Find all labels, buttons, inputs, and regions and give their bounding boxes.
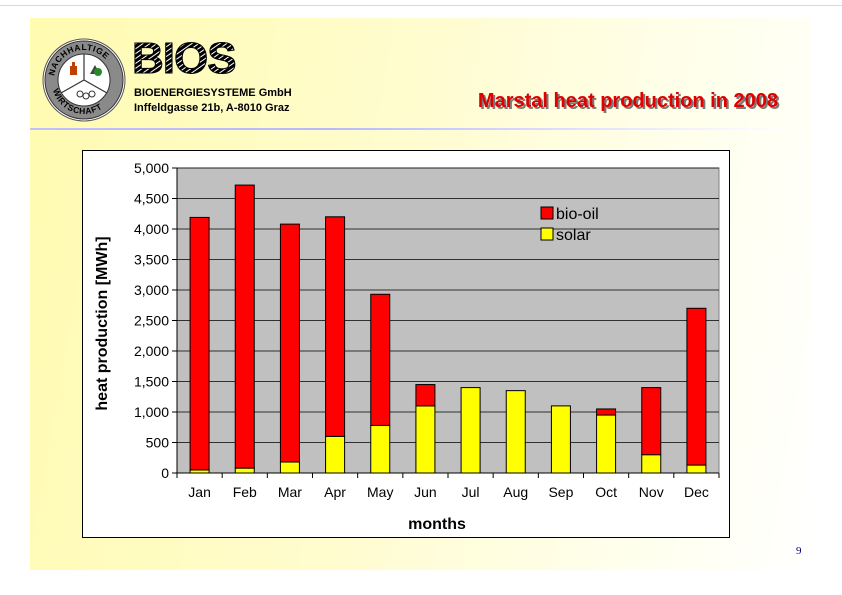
x-tick-label: Jan bbox=[188, 484, 211, 500]
x-tick-label: Apr bbox=[324, 484, 346, 500]
x-tick-label: Jun bbox=[414, 484, 437, 500]
x-axis-title: months bbox=[408, 516, 466, 533]
y-tick-label: 0 bbox=[161, 465, 169, 481]
y-tick-label: 4,000 bbox=[134, 221, 169, 237]
bar-bio-oil-may bbox=[370, 293, 391, 426]
bar-bio-oil-dec bbox=[686, 307, 707, 466]
bar-bio-oil-feb bbox=[234, 184, 255, 469]
x-tick-label: Aug bbox=[503, 484, 528, 500]
y-tick-label: 1,500 bbox=[134, 374, 169, 390]
bar-solar-mar bbox=[279, 461, 300, 474]
bar-solar-feb bbox=[234, 467, 255, 474]
x-tick-label: Sep bbox=[548, 484, 573, 500]
top-divider bbox=[0, 5, 842, 6]
y-tick-label: 5,000 bbox=[134, 160, 169, 176]
y-tick-label: 500 bbox=[146, 435, 170, 451]
legend-label-bio-oil: bio-oil bbox=[556, 206, 599, 223]
x-tick-label: Feb bbox=[233, 484, 257, 500]
bios-logo: BIOS bbox=[132, 36, 237, 78]
bar-bio-oil-oct bbox=[596, 408, 617, 416]
chart-frame: 0 500 1,000 1,500 2,000 2,500 3,000 3,500 4,000 4… bbox=[82, 150, 730, 538]
bar-bio-oil-jan bbox=[189, 216, 210, 471]
y-tick-label: 1,000 bbox=[134, 404, 169, 420]
bar-bio-oil-mar bbox=[279, 223, 300, 463]
page-number: 9 bbox=[796, 545, 802, 557]
company-address: Inffeldgasse 21b, A-8010 Graz bbox=[134, 102, 290, 114]
y-tick-label: 4,500 bbox=[134, 191, 169, 207]
stacked-bar-chart: 0 500 1,000 1,500 2,000 2,500 3,000 3,500 4,000 4… bbox=[94, 160, 720, 533]
x-tick-label: Dec bbox=[684, 484, 709, 500]
y-tick-label: 3,500 bbox=[134, 252, 169, 268]
y-tick-label: 2,500 bbox=[134, 313, 169, 329]
y-tick-label: 2,000 bbox=[134, 343, 169, 359]
bar-solar-apr bbox=[325, 435, 346, 474]
bar-solar-may bbox=[370, 424, 391, 474]
bar-solar-jul bbox=[460, 387, 481, 474]
slide-title: Marstal heat production in 2008 bbox=[477, 90, 778, 112]
x-tick-label: Mar bbox=[278, 484, 302, 500]
legend-label-solar: solar bbox=[556, 227, 591, 244]
company-info: BIOENERGIESYSTEME GmbH Inffeldgasse 21b,… bbox=[134, 86, 292, 116]
x-tick-label: Oct bbox=[595, 484, 617, 500]
x-tick-label: Nov bbox=[639, 484, 664, 500]
company-name: BIOENERGIESYSTEME GmbH bbox=[134, 87, 292, 99]
svg-text:BIOS: BIOS bbox=[132, 36, 236, 78]
bar-bio-oil-apr bbox=[325, 216, 346, 437]
x-tick-label: Jul bbox=[462, 484, 480, 500]
y-tick-label: 3,000 bbox=[134, 282, 169, 298]
legend-swatch-bio-oil bbox=[540, 206, 554, 220]
title-underline bbox=[30, 128, 782, 130]
bar-bio-oil-jun bbox=[415, 384, 436, 407]
nachhaltige-wirtschaft-seal-logo: NACHHALTIGE WIRTSCHAFT bbox=[42, 38, 126, 122]
bar-solar-sep bbox=[550, 405, 571, 474]
legend-swatch-solar bbox=[540, 227, 554, 241]
bar-solar-dec bbox=[686, 464, 707, 474]
bar-solar-aug bbox=[505, 390, 526, 474]
bar-solar-oct bbox=[596, 414, 617, 474]
bar-solar-nov bbox=[641, 454, 662, 474]
y-axis-title: heat production [MWh] bbox=[94, 236, 111, 410]
bar-solar-jun bbox=[415, 405, 436, 474]
x-tick-label: May bbox=[367, 484, 393, 500]
bar-bio-oil-nov bbox=[641, 387, 662, 456]
